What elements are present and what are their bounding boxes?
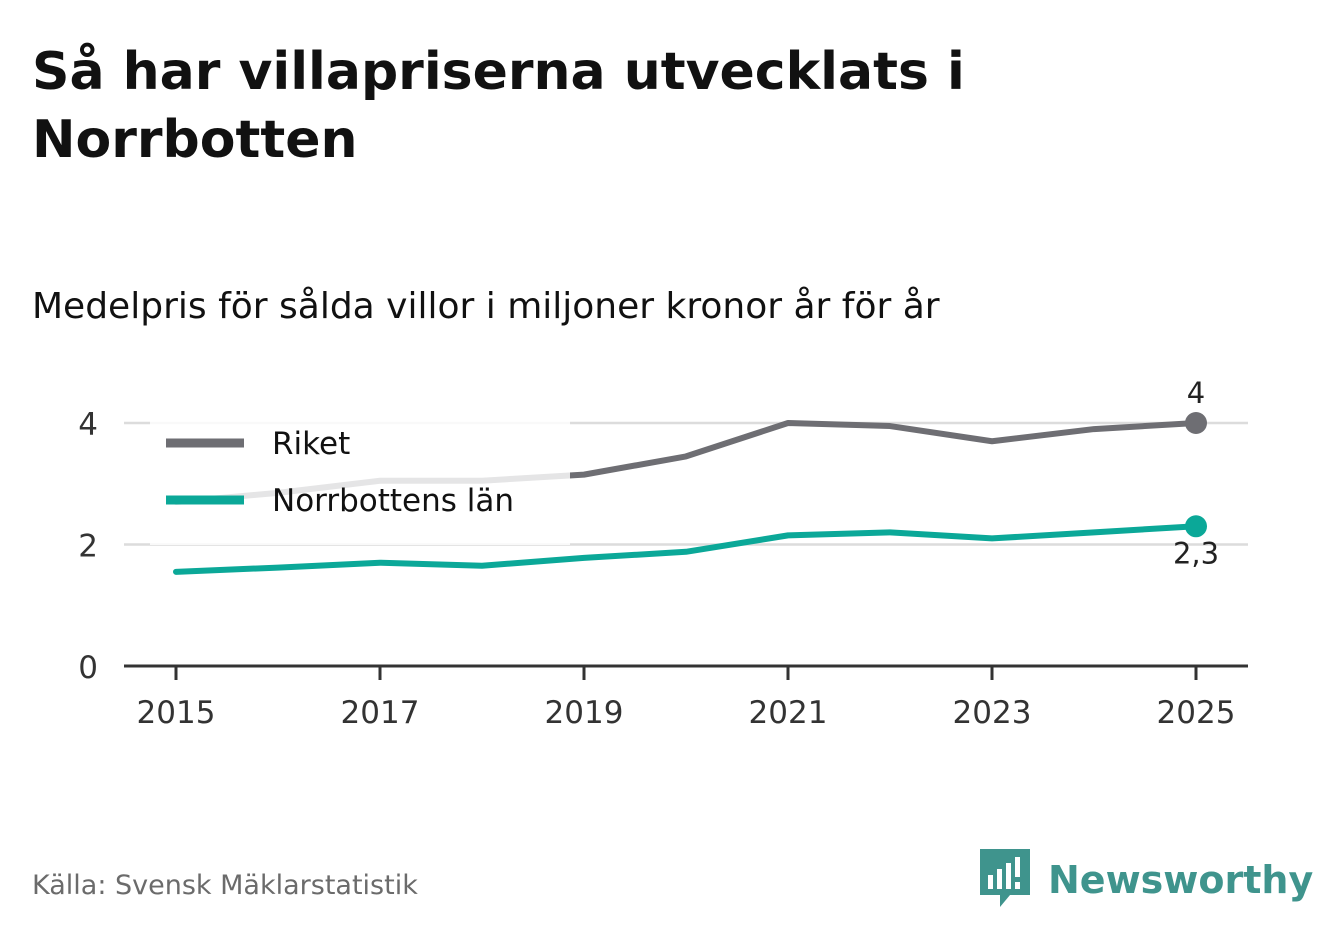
chart-title: Så har villapriserna utvecklats i Norrbo… xyxy=(32,42,965,170)
axis-layer: 0 2 4 2015 2017 2019 2021 2023 2025 xyxy=(78,407,1248,731)
label-layer: 42,3 xyxy=(1173,376,1219,570)
chart-subtitle: Medelpris för sålda villor i miljoner kr… xyxy=(32,286,940,327)
end-point-marker-0 xyxy=(1185,412,1207,434)
line-chart: Riket Norrbottens län 0 2 4 2015 2017 2019 2021… xyxy=(78,376,1248,731)
end-point-marker-1 xyxy=(1185,515,1207,538)
x-tick-label-2019: 2019 xyxy=(545,695,624,731)
brand-logo-group[interactable]: Newsworthy xyxy=(980,848,1313,912)
x-tick-label-2015: 2015 xyxy=(137,695,216,731)
bar-chart-icon xyxy=(980,849,1030,907)
end-label-riket: 4 xyxy=(1187,376,1205,410)
source-note: Källa: Svensk Mäklarstatistik xyxy=(32,870,418,901)
x-tick-label-2017: 2017 xyxy=(341,695,420,731)
legend-background xyxy=(150,415,570,545)
x-tick-label-2021: 2021 xyxy=(749,695,828,731)
brand-name: Newsworthy xyxy=(1048,858,1314,902)
y-tick-label-2: 2 xyxy=(78,529,98,565)
y-tick-label-0: 0 xyxy=(78,650,98,686)
legend-label-1: Norrbottens län xyxy=(272,483,514,519)
legend: Riket Norrbottens län xyxy=(166,426,514,519)
y-tick-label-4: 4 xyxy=(78,407,98,443)
end-label-norrbotten: 2,3 xyxy=(1173,536,1219,570)
x-tick-label-2023: 2023 xyxy=(953,695,1032,731)
x-tick-label-2025: 2025 xyxy=(1157,695,1236,731)
legend-label-0: Riket xyxy=(272,426,350,462)
